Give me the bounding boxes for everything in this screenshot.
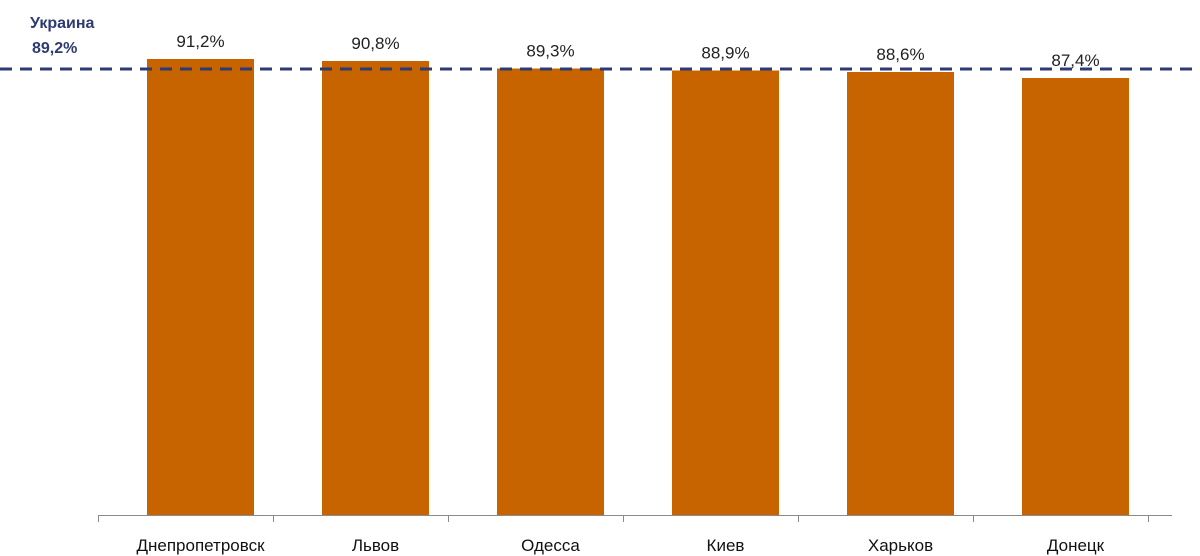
bar-2 bbox=[497, 68, 604, 515]
category-label: Днепропетровск bbox=[136, 536, 265, 555]
bar-1 bbox=[322, 61, 429, 515]
bar-value-label: 88,6% bbox=[876, 45, 924, 64]
bar-value-label: 88,9% bbox=[701, 44, 749, 63]
category-label: Киев bbox=[707, 536, 745, 555]
bar-value-label: 89,3% bbox=[526, 42, 574, 61]
axis-layer: Днепропетровск Львов Одесса Киев Харьков Доне… bbox=[98, 515, 1172, 555]
bars-layer: 91,2% 90,8% 89,3% 88,9% 88,6% 87,4% bbox=[147, 32, 1129, 515]
category-label: Харьков bbox=[868, 536, 933, 555]
bar-5 bbox=[1022, 78, 1129, 515]
bar-value-label: 87,4% bbox=[1051, 51, 1099, 70]
bar-3 bbox=[672, 70, 779, 515]
bar-4 bbox=[847, 72, 954, 515]
bar-value-label: 91,2% bbox=[176, 32, 224, 51]
category-label: Одесса bbox=[521, 536, 580, 555]
reference-layer: Украина 89,2% bbox=[0, 15, 1200, 71]
bar-0 bbox=[147, 59, 254, 515]
category-label: Львов bbox=[352, 536, 399, 555]
bar-value-label: 90,8% bbox=[351, 34, 399, 53]
reference-line-label: Украина bbox=[30, 15, 95, 32]
category-label: Донецк bbox=[1047, 536, 1105, 555]
reference-line-value: 89,2% bbox=[32, 40, 77, 57]
